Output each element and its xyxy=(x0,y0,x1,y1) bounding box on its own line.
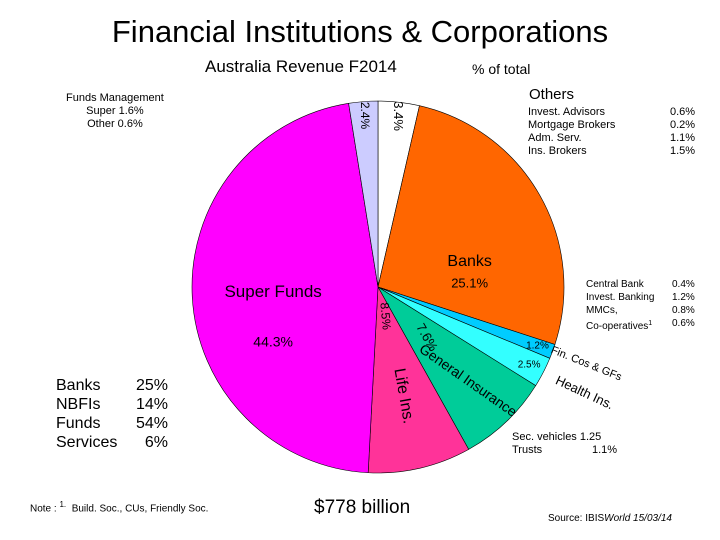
pie-slice-funds-management xyxy=(348,100,379,288)
funds-management-item-value: 0.6% xyxy=(117,118,143,130)
slice-pct-others: 3.4% xyxy=(391,101,406,131)
super-funds-breakdown: Banks 25% NBFIs 14% Funds 54% Services 6% xyxy=(56,376,168,452)
others-item-label: Ins. Brokers xyxy=(528,145,587,157)
slice-pct-super-funds: 44.3% xyxy=(253,333,293,349)
pie-slice-banks xyxy=(377,105,565,345)
chart-title: Financial Institutions & Corporations xyxy=(111,14,609,49)
others-item-value: 0.6% xyxy=(670,106,696,118)
funds-management-panel: Funds Management Super 1.6% Other 0.6% xyxy=(66,92,164,131)
banks-item-label: Central Bank xyxy=(586,279,644,290)
pie-slice-life-ins xyxy=(367,285,470,474)
breakdown-value: 54% xyxy=(135,415,168,432)
total-revenue: $778 billion xyxy=(314,497,411,518)
banks-item-value: 0.4% xyxy=(672,279,695,290)
funds-management-item-label: Super xyxy=(86,105,116,117)
slice-pct-health-ins: 2.5% xyxy=(518,360,541,371)
slice-pct-banks: 25.1% xyxy=(451,275,488,290)
footnote-marker: 1. xyxy=(59,500,67,509)
banks-item-value: 0.6% xyxy=(672,318,695,329)
slice-label-banks: Banks xyxy=(447,253,491,270)
fin-cos-item-value: 1.25 xyxy=(579,431,602,443)
pie-slice-super-funds xyxy=(191,102,379,474)
fin-cos-item-label: Trusts xyxy=(512,444,543,456)
slice-label-super-funds: Super Funds xyxy=(224,282,321,301)
slice-pct-fin-cos: 1.2% xyxy=(526,341,549,352)
banks-item-label: MMCs, xyxy=(586,305,618,316)
source-credit: Source: IBISWorld 15/03/14 xyxy=(548,513,672,524)
breakdown-label: Funds xyxy=(56,415,101,432)
pie-slice-general-insurance xyxy=(377,286,537,450)
others-item-value: 1.5% xyxy=(670,145,696,157)
fin-cos-item-label: Sec. vehicles xyxy=(512,431,577,443)
others-panel: Invest. Advisors 0.6% Mortgage Brokers 0.2… xyxy=(528,106,695,158)
others-item-label: Mortgage Brokers xyxy=(528,119,616,131)
banks-item-label: Co-operatives1 xyxy=(586,320,653,333)
banks-item-value: 0.8% xyxy=(672,305,695,316)
breakdown-value: 6% xyxy=(144,434,168,451)
others-item-label: Adm. Serv. xyxy=(528,132,582,144)
breakdown-value: 14% xyxy=(135,396,168,413)
others-item-label: Invest. Advisors xyxy=(528,106,606,118)
fin-cos-item-value: 1.1% xyxy=(592,444,618,456)
others-item-value: 0.2% xyxy=(670,119,696,131)
breakdown-label: Services xyxy=(56,434,118,451)
others-item-value: 1.1% xyxy=(670,132,696,144)
breakdown-label: NBFIs xyxy=(56,396,101,413)
others-title: Others xyxy=(529,86,575,103)
banks-item-label: Invest. Banking xyxy=(586,292,655,303)
banks-item-value: 1.2% xyxy=(672,292,695,303)
breakdown-label: Banks xyxy=(56,377,101,394)
fin-cos-panel: Sec. vehicles 1.25 Trusts 1.1% xyxy=(512,431,617,457)
banks-panel: Central Bank 0.4% Invest. Banking 1.2% MMC… xyxy=(586,278,695,333)
funds-management-item-value: 1.6% xyxy=(118,105,144,117)
chart-subtitle: Australia Revenue F2014 xyxy=(205,57,397,76)
footnote-text: Build. Soc., CUs, Friendly Soc. xyxy=(71,503,209,515)
footnote: Note : 1. Build. Soc., CUs, Friendly Soc… xyxy=(30,500,208,514)
slice-pct-life-ins: 8.5% xyxy=(377,302,393,331)
breakdown-value: 25% xyxy=(135,377,168,394)
slice-pct-funds-management: 2.4% xyxy=(358,102,372,130)
footnote-marker: 1 xyxy=(648,320,653,327)
funds-management-title: Funds Management xyxy=(66,92,164,104)
chart-unit-label: % of total xyxy=(472,61,531,77)
footnote-prefix: Note : xyxy=(30,503,57,515)
funds-management-item-label: Other xyxy=(87,118,115,130)
